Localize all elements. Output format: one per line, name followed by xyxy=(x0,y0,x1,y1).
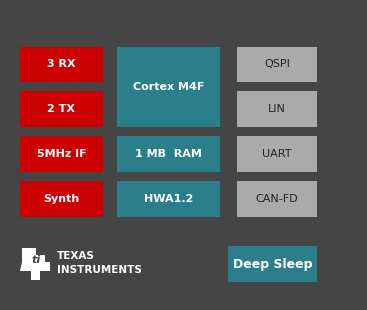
Text: TEXAS: TEXAS xyxy=(57,251,95,261)
FancyBboxPatch shape xyxy=(20,136,103,172)
FancyBboxPatch shape xyxy=(237,46,317,82)
Text: CAN-FD: CAN-FD xyxy=(256,194,298,204)
Text: 3 RX: 3 RX xyxy=(47,59,76,69)
FancyBboxPatch shape xyxy=(228,246,317,282)
Text: ti: ti xyxy=(31,255,40,265)
FancyBboxPatch shape xyxy=(117,46,220,127)
Text: Deep Sleep: Deep Sleep xyxy=(233,258,312,271)
Polygon shape xyxy=(20,248,50,280)
Text: HWA1.2: HWA1.2 xyxy=(144,194,193,204)
Text: LIN: LIN xyxy=(268,104,286,114)
Text: Synth: Synth xyxy=(43,194,80,204)
FancyBboxPatch shape xyxy=(20,246,51,282)
FancyBboxPatch shape xyxy=(20,46,103,82)
Text: INSTRUMENTS: INSTRUMENTS xyxy=(57,265,142,275)
Text: 2 TX: 2 TX xyxy=(47,104,76,114)
FancyBboxPatch shape xyxy=(237,181,317,217)
Text: 5MHz IF: 5MHz IF xyxy=(37,149,86,159)
FancyBboxPatch shape xyxy=(20,181,103,217)
FancyBboxPatch shape xyxy=(237,136,317,172)
Text: QSPI: QSPI xyxy=(264,59,290,69)
Text: Cortex M4F: Cortex M4F xyxy=(133,82,204,92)
Text: 1 MB  RAM: 1 MB RAM xyxy=(135,149,202,159)
FancyBboxPatch shape xyxy=(117,181,220,217)
FancyBboxPatch shape xyxy=(237,91,317,127)
FancyBboxPatch shape xyxy=(20,91,103,127)
Text: UART: UART xyxy=(262,149,292,159)
FancyBboxPatch shape xyxy=(117,136,220,172)
